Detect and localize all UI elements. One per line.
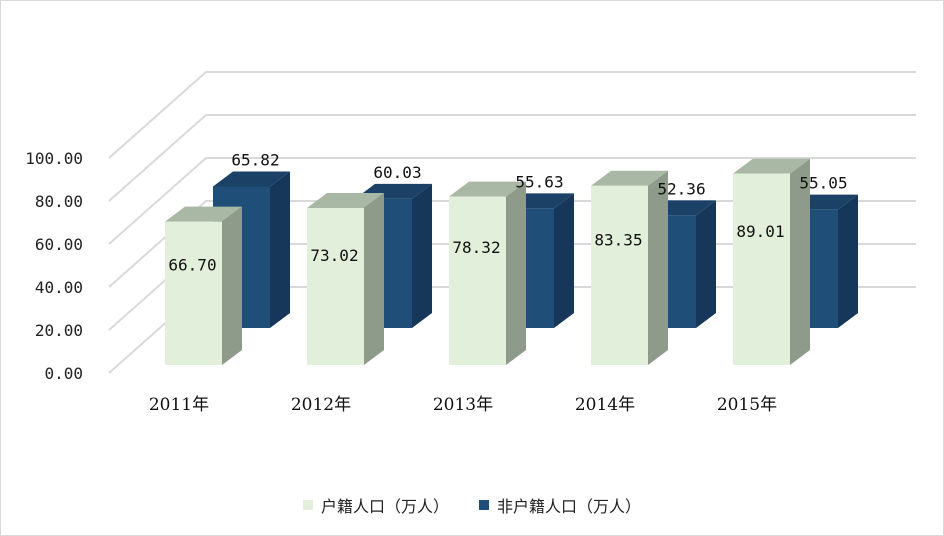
data-label-series-1: 83.35 — [594, 231, 642, 250]
bar-series-1-front — [307, 208, 364, 365]
data-label-series-2: 60.03 — [373, 163, 421, 182]
bar-series-1-front — [449, 196, 506, 365]
legend-swatch-series-1 — [302, 500, 313, 510]
bar-series-1 — [733, 158, 810, 365]
bar-series-1-top — [165, 206, 242, 222]
x-axis-ticks: 2011年 2012年 2013年 2014年 2015年 — [149, 395, 777, 415]
bar-series-1 — [307, 193, 384, 365]
x-tick-label: 2013年 — [433, 395, 493, 415]
bar-series-1-top — [591, 170, 668, 186]
legend-item-series-1: 户籍人口（万人） — [302, 493, 449, 517]
y-tick-label: 20.00 — [35, 321, 83, 340]
bar-series-1 — [591, 170, 668, 365]
y-tick-label: 40.00 — [35, 278, 83, 297]
gridline — [108, 71, 916, 159]
y-axis-ticks: 0.00 20.00 40.00 60.00 80.00 100.00 — [25, 149, 83, 383]
x-tick-label: 2015年 — [717, 395, 777, 415]
bars — [165, 158, 858, 365]
bar-series-2-side — [554, 193, 574, 328]
legend-item-series-2: 非户籍人口（万人） — [479, 493, 641, 517]
y-tick-label: 0.00 — [44, 364, 83, 383]
gridline — [108, 114, 916, 202]
legend-label-series-2: 非户籍人口（万人） — [497, 497, 642, 516]
data-label-series-2: 52.36 — [657, 179, 705, 198]
legend-label-series-1: 户籍人口（万人） — [320, 497, 449, 516]
bar-series-1-front — [591, 185, 648, 365]
bar-series-1-top — [733, 158, 810, 174]
data-label-series-2: 55.63 — [515, 172, 563, 191]
bar-series-1 — [165, 206, 242, 365]
bar-series-1-top — [449, 181, 526, 197]
y-tick-label: 60.00 — [35, 235, 83, 254]
bar-series-2-side — [838, 194, 858, 328]
data-label-series-2: 65.82 — [231, 150, 279, 169]
data-label-series-1: 78.32 — [452, 238, 500, 257]
x-tick-label: 2011年 — [149, 395, 209, 415]
bar-series-1-side — [790, 158, 810, 365]
x-tick-label: 2014年 — [575, 395, 635, 415]
y-tick-label: 80.00 — [35, 192, 83, 211]
bar-series-2-side — [412, 183, 432, 328]
bar-series-1-side — [648, 170, 668, 365]
data-label-series-1: 73.02 — [310, 246, 358, 265]
legend-swatch-series-2 — [479, 500, 489, 510]
bar-series-2-side — [270, 171, 290, 328]
gridline — [108, 157, 916, 245]
bar-series-1-side — [506, 181, 526, 365]
bar-series-1-front — [733, 173, 790, 365]
bar-series-2-side — [696, 200, 716, 328]
x-tick-label: 2012年 — [291, 395, 351, 415]
bar-series-1-side — [222, 206, 242, 365]
data-label-series-1: 66.70 — [168, 256, 216, 275]
data-label-series-1: 89.01 — [736, 222, 784, 241]
bar-series-2-top — [213, 171, 290, 187]
data-labels: 66.70 65.82 73.02 60.03 78.32 55.63 83.35 52.36… — [168, 150, 847, 274]
bar-series-1-side — [364, 193, 384, 365]
legend: 户籍人口（万人） 非户籍人口（万人） — [1, 493, 943, 517]
bar-series-1 — [449, 181, 526, 365]
bar-series-1-front — [165, 221, 222, 365]
y-tick-label: 100.00 — [25, 149, 83, 168]
bar-series-1-top — [307, 193, 384, 209]
data-label-series-2: 55.05 — [799, 174, 847, 193]
